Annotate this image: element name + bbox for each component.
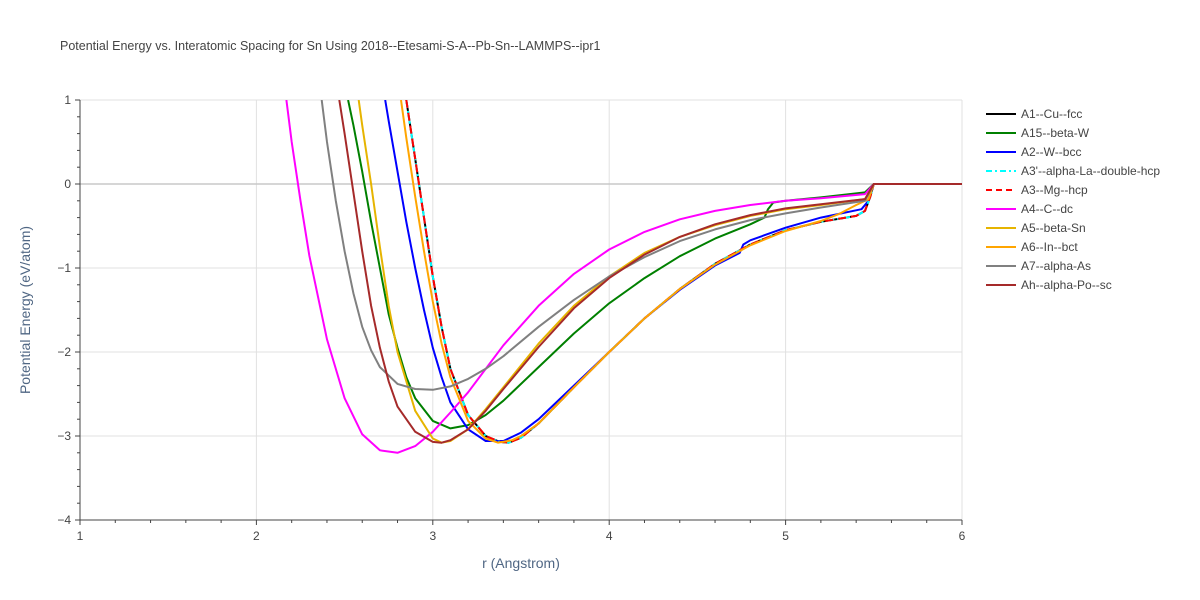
legend-item[interactable]: A6--In--bct: [986, 240, 1078, 254]
legend-item[interactable]: A3--Mg--hcp: [986, 183, 1088, 197]
legend[interactable]: A1--Cu--fcc A15--beta-W A2--W--bcc A3'--alp…: [986, 107, 1160, 292]
legend-item[interactable]: A2--W--bcc: [986, 145, 1081, 159]
axes: [75, 99, 963, 525]
legend-item[interactable]: A15--beta-W: [986, 126, 1090, 140]
y-axis-title: Potential Energy (eV/atom): [17, 226, 33, 394]
legend-label: A6--In--bct: [1021, 240, 1078, 254]
legend-item[interactable]: A7--alpha-As: [986, 259, 1091, 273]
x-tick-label: 4: [606, 529, 613, 543]
series-line-A7--alpha-As: [320, 100, 962, 391]
x-tick-label: 3: [429, 529, 436, 543]
legend-label: A5--beta-Sn: [1021, 221, 1086, 235]
legend-label: A2--W--bcc: [1021, 145, 1081, 159]
series-lines: [285, 100, 962, 454]
x-tick-label: 1: [77, 529, 84, 543]
legend-label: A7--alpha-As: [1021, 259, 1091, 273]
legend-label: A1--Cu--fcc: [1021, 107, 1082, 121]
series-line-A2--W--bcc: [384, 100, 962, 442]
x-tick-labels: 1 2 3 4 5 6: [77, 529, 966, 543]
y-tick-label: 1: [64, 93, 71, 107]
legend-label: A15--beta-W: [1021, 126, 1090, 140]
legend-item[interactable]: A5--beta-Sn: [986, 221, 1086, 235]
legend-item[interactable]: A4--C--dc: [986, 202, 1073, 216]
y-tick-label: 0: [64, 177, 71, 191]
legend-label: Ah--alpha-Po--sc: [1021, 278, 1112, 292]
x-tick-label: 5: [782, 529, 789, 543]
y-tick-labels: 1 0 −1 −2 −3 −4: [57, 93, 71, 527]
legend-item[interactable]: A3'--alpha-La--double-hcp: [986, 164, 1160, 178]
y-tick-label: −4: [57, 513, 71, 527]
x-tick-label: 2: [253, 529, 260, 543]
series-line-Ah--alpha-Po--sc: [338, 100, 962, 444]
x-tick-label: 6: [959, 529, 966, 543]
series-line-A6--In--bct: [400, 100, 962, 444]
chart-title: Potential Energy vs. Interatomic Spacing…: [60, 39, 601, 53]
y-tick-label: −2: [57, 345, 71, 359]
legend-item[interactable]: Ah--alpha-Po--sc: [986, 278, 1112, 292]
legend-label: A4--C--dc: [1021, 202, 1073, 216]
y-tick-label: −1: [57, 261, 71, 275]
legend-label: A3'--alpha-La--double-hcp: [1021, 164, 1160, 178]
x-axis-title: r (Angstrom): [482, 555, 560, 571]
legend-item[interactable]: A1--Cu--fcc: [986, 107, 1082, 121]
legend-label: A3--Mg--hcp: [1021, 183, 1088, 197]
y-tick-label: −3: [57, 429, 71, 443]
